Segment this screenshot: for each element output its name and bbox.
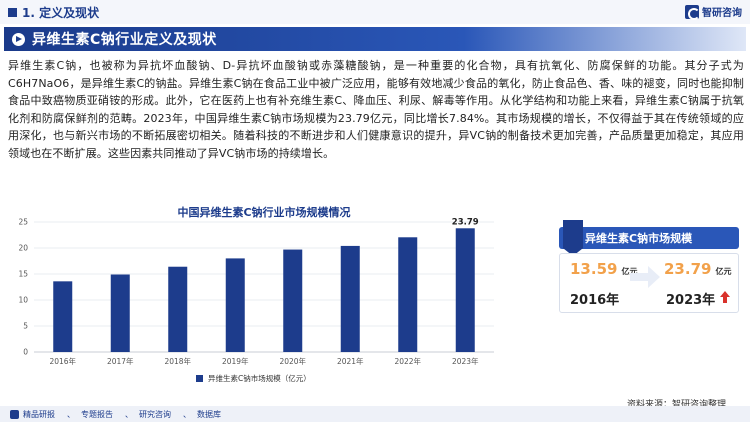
- bar: [225, 258, 245, 352]
- bookmark-icon: [563, 220, 583, 256]
- footer-separator: 、: [125, 409, 133, 419]
- square-bullet-icon: [8, 7, 17, 17]
- start-value-number: 13.59: [570, 260, 618, 278]
- start-year: 2016年: [570, 293, 620, 308]
- y-tick-label: 15: [18, 270, 28, 279]
- footer-separator: 、: [67, 409, 75, 419]
- x-tick-label: 2020年: [279, 356, 306, 366]
- growth-arrow-icon: [630, 266, 660, 288]
- intro-paragraph: 异维生素C钠，也被称为异抗坏血酸钠、D-异抗坏血酸钠或赤藻糖酸钠，是一种重要的化…: [8, 59, 744, 160]
- bar: [110, 274, 130, 352]
- end-value: 23.79 亿元: [664, 260, 731, 278]
- y-tick-label: 5: [23, 322, 28, 331]
- legend-label: 异维生素C钠市场规模（亿元）: [208, 374, 311, 383]
- section-heading: 1. 定义及现状: [8, 4, 99, 20]
- y-tick-label: 20: [18, 244, 28, 253]
- footer-item-special[interactable]: 专题报告: [81, 409, 113, 420]
- footer-label: 精品研报: [23, 409, 55, 419]
- bar: [398, 237, 418, 352]
- section-title-text: 1. 定义及现状: [22, 5, 100, 20]
- x-tick-label: 2018年: [164, 356, 191, 366]
- panel-header: 异维生素C钠市场规模: [559, 227, 739, 249]
- x-tick-label: 2016年: [49, 356, 76, 366]
- footer-label: 数据库: [197, 409, 221, 419]
- play-arrow-icon: [12, 32, 25, 46]
- book-icon: [10, 409, 19, 419]
- footer-bar: 精品研报 、 专题报告 、 研究咨询 、 数据库: [0, 406, 750, 422]
- brand-name: 智研咨询: [702, 8, 742, 19]
- y-tick-label: 0: [23, 348, 28, 357]
- y-tick-label: 25: [18, 218, 28, 227]
- chart-title: 中国异维生素C钠行业市场规模情况: [177, 206, 351, 219]
- x-tick-label: 2019年: [222, 356, 249, 366]
- brand-logo-icon: [685, 4, 700, 20]
- up-arrow-icon: [720, 291, 730, 303]
- start-value: 13.59 亿元: [570, 260, 637, 278]
- x-tick-label: 2021年: [337, 356, 364, 366]
- footer-item-database[interactable]: 数据库: [197, 409, 221, 420]
- chart-legend: 异维生素C钠市场规模（亿元）: [196, 373, 311, 384]
- brand-logo: 智研咨询: [685, 4, 742, 20]
- source-note: 资料来源：智研咨询整理: [626, 400, 726, 410]
- top-bar: [0, 0, 750, 24]
- panel-body: 13.59 亿元 23.79 亿元 2016年 2023年: [559, 253, 739, 313]
- bar: [340, 245, 360, 352]
- x-tick-label: 2017年: [107, 356, 134, 366]
- page-title: 异维生素C钠行业定义及现状: [32, 32, 217, 48]
- bar: [283, 249, 303, 352]
- y-tick-label: 10: [18, 296, 28, 305]
- bar: [168, 266, 188, 352]
- x-tick-label: 2023年: [452, 356, 479, 366]
- bar: [53, 281, 73, 352]
- end-year: 2023年: [666, 293, 716, 308]
- footer-separator: 、: [183, 409, 191, 419]
- start-value-unit: 亿元: [621, 267, 638, 276]
- bar: [455, 228, 475, 352]
- market-size-panel: 异维生素C钠市场规模 13.59 亿元 23.79 亿元 2016年 2023年: [559, 220, 739, 313]
- x-tick-label: 2022年: [394, 356, 421, 366]
- legend-swatch: [196, 375, 203, 382]
- end-value-number: 23.79: [664, 260, 712, 278]
- footer-item-research[interactable]: 研究咨询: [139, 409, 171, 420]
- footer-item-reports[interactable]: 精品研报: [10, 409, 55, 420]
- page-banner: 异维生素C钠行业定义及现状: [4, 27, 746, 51]
- footer-label: 研究咨询: [139, 409, 171, 419]
- panel-title: 异维生素C钠市场规模: [585, 232, 693, 245]
- end-value-unit: 亿元: [715, 267, 732, 276]
- footer-label: 专题报告: [81, 409, 113, 419]
